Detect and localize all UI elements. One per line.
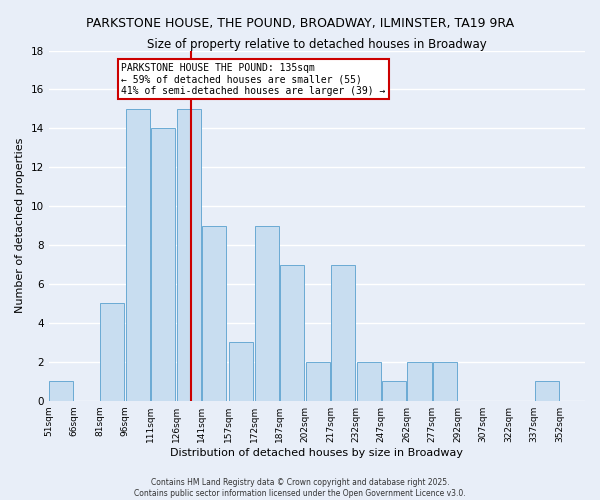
Bar [126,109,150,401]
Bar [356,362,380,401]
Bar [407,362,431,401]
Text: PARKSTONE HOUSE THE POUND: 135sqm
← 59% of detached houses are smaller (55)
41% : PARKSTONE HOUSE THE POUND: 135sqm ← 59% … [121,63,385,96]
Bar [280,264,304,400]
X-axis label: Distribution of detached houses by size in Broadway: Distribution of detached houses by size … [170,448,463,458]
Bar [382,382,406,400]
Bar [229,342,253,400]
Bar [176,109,201,401]
Text: PARKSTONE HOUSE, THE POUND, BROADWAY, ILMINSTER, TA19 9RA: PARKSTONE HOUSE, THE POUND, BROADWAY, IL… [86,18,514,30]
Bar [202,226,226,400]
Bar [331,264,355,400]
Title: Size of property relative to detached houses in Broadway: Size of property relative to detached ho… [147,38,487,51]
Bar [49,382,73,400]
Y-axis label: Number of detached properties: Number of detached properties [15,138,25,314]
Bar [255,226,279,400]
Bar [433,362,457,401]
Bar [305,362,330,401]
Bar [535,382,559,400]
Text: Contains HM Land Registry data © Crown copyright and database right 2025.
Contai: Contains HM Land Registry data © Crown c… [134,478,466,498]
Bar [100,304,124,400]
Bar [151,128,175,400]
